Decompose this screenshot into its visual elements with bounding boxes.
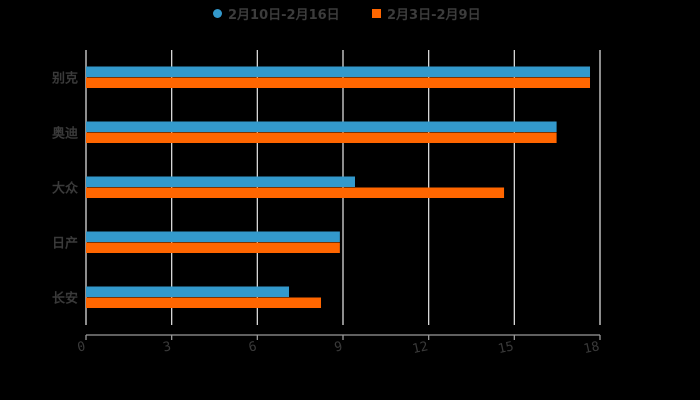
y-axis-category-label: 大众 [52, 181, 78, 197]
bar[interactable] [86, 132, 557, 144]
y-axis-category-label: 长安 [52, 291, 78, 307]
x-axis-tick-label: 18 [582, 339, 600, 357]
category-group: 大众 [52, 176, 505, 199]
bar[interactable] [86, 231, 340, 243]
x-axis-tick-label: 3 [162, 339, 173, 355]
x-axis-tick-label: 9 [333, 339, 344, 355]
y-axis-category-label: 日产 [52, 236, 78, 252]
x-axis: 0 3 6 9 12 15 18 [76, 334, 601, 357]
circle-marker-icon [213, 8, 222, 18]
bar[interactable] [86, 77, 591, 89]
legend-item[interactable]: 2月10日-2月16日 [213, 3, 340, 23]
bar[interactable] [86, 176, 355, 188]
x-axis-tick-label: 12 [411, 339, 429, 357]
category-group: 别克 [51, 66, 591, 89]
x-axis-tick-label: 15 [497, 339, 515, 357]
x-axis-tick-label: 0 [76, 339, 87, 355]
category-group: 奥迪 [52, 121, 557, 144]
chart-legend: 2月10日-2月16日 2月3日-2月9日 [0, 3, 700, 23]
legend-label: 2月3日-2月9日 [387, 7, 481, 23]
y-axis-category-label: 奥迪 [52, 126, 78, 142]
bar[interactable] [86, 187, 505, 199]
bar[interactable] [86, 121, 557, 133]
y-axis-category-label: 别克 [51, 71, 78, 87]
category-group: 日产 [52, 231, 340, 254]
bar[interactable] [86, 242, 340, 254]
square-marker-icon [372, 8, 381, 18]
bar[interactable] [86, 297, 322, 309]
legend-label: 2月10日-2月16日 [228, 7, 340, 23]
legend-item[interactable]: 2月3日-2月9日 [372, 3, 481, 23]
x-axis-tick-label: 6 [247, 339, 258, 355]
category-group: 长安 [52, 286, 322, 309]
bar[interactable] [86, 66, 591, 78]
bar[interactable] [86, 286, 290, 298]
